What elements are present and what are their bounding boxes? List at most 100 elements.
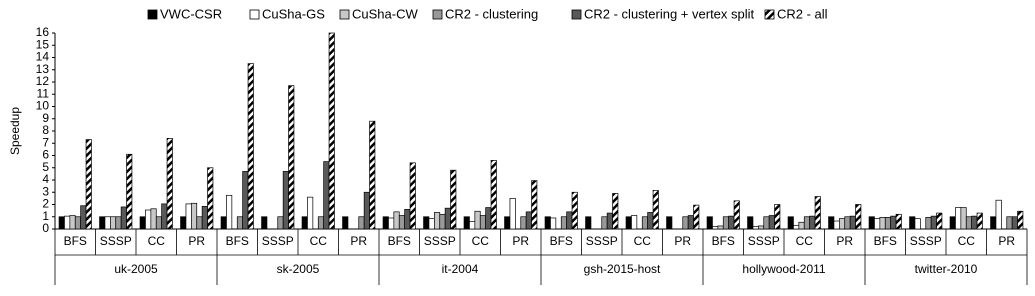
y-tick-label: 16: [36, 25, 50, 39]
y-tick-label: 6: [42, 148, 49, 162]
bar: [874, 218, 881, 230]
bar: [277, 216, 284, 230]
bar: [185, 203, 192, 230]
bar: [166, 138, 173, 230]
bar: [693, 204, 700, 230]
bar: [550, 217, 557, 230]
x-tick-label: PR: [512, 234, 529, 248]
bar: [955, 207, 962, 230]
bar: [69, 215, 76, 230]
y-tick-label: 5: [42, 160, 49, 174]
bar: [733, 200, 740, 230]
group-label: gsh-2015-host: [584, 262, 661, 276]
bar: [474, 210, 481, 230]
bar: [960, 207, 967, 230]
bar: [879, 217, 886, 230]
x-tick-label: BFS: [874, 234, 897, 248]
bar: [560, 216, 568, 230]
legend-label: VWC-CSR: [160, 6, 222, 21]
bar: [965, 216, 973, 230]
bar: [261, 216, 268, 230]
y-tick-label: 8: [42, 123, 49, 137]
bar: [155, 216, 163, 230]
bar: [949, 216, 956, 230]
bar: [115, 216, 122, 230]
bar: [323, 161, 330, 230]
bar: [855, 204, 862, 230]
bar: [647, 212, 654, 230]
bar: [652, 190, 659, 230]
bar: [444, 207, 451, 230]
y-tick-label: 13: [36, 62, 50, 76]
bar: [763, 216, 770, 230]
bar: [328, 32, 335, 230]
bar: [833, 220, 840, 230]
bar: [930, 215, 937, 230]
y-tick-label: 10: [36, 99, 50, 113]
x-tick-label: CC: [958, 234, 976, 248]
bar: [145, 209, 152, 230]
bar: [404, 209, 411, 230]
y-tick-label: 15: [36, 37, 50, 51]
group-label: twitter-2010: [915, 262, 978, 276]
bar: [544, 216, 551, 230]
bar: [631, 215, 638, 230]
bar: [768, 215, 775, 230]
y-tick-label: 0: [42, 221, 49, 235]
bar: [382, 216, 389, 230]
bar: [504, 216, 511, 230]
bar: [104, 216, 111, 230]
bar: [423, 216, 430, 230]
bar: [890, 215, 897, 230]
bar: [58, 216, 65, 230]
x-tick-label: SSSP: [100, 234, 132, 248]
bar: [682, 216, 689, 230]
bar: [531, 180, 538, 230]
x-tick-label: BFS: [64, 234, 87, 248]
bar: [469, 221, 476, 230]
bar: [666, 216, 673, 230]
bar: [641, 216, 649, 230]
x-tick-label: BFS: [388, 234, 411, 248]
bar: [120, 206, 127, 230]
bar: [971, 215, 978, 230]
bar: [909, 216, 916, 230]
bar: [236, 216, 244, 230]
bar: [439, 213, 446, 230]
y-tick-label: 1: [42, 209, 49, 223]
bar: [838, 218, 846, 230]
bar: [936, 212, 943, 230]
bar: [479, 215, 487, 230]
bar: [342, 216, 349, 230]
bar: [976, 212, 983, 230]
x-tick-label: CC: [148, 234, 166, 248]
y-tick-label: 3: [42, 184, 49, 198]
bar: [706, 216, 713, 230]
group-label: uk-2005: [114, 262, 158, 276]
x-tick-label: PR: [188, 234, 205, 248]
bar: [74, 216, 82, 230]
bar: [207, 167, 214, 230]
bar: [191, 202, 198, 230]
bar: [606, 212, 613, 230]
legend-swatch: [147, 9, 158, 20]
bar: [369, 120, 376, 230]
bar: [80, 205, 87, 230]
bar: [995, 199, 1002, 230]
bar: [787, 216, 794, 230]
bar: [1011, 216, 1018, 230]
bar: [463, 216, 470, 230]
bar: [752, 226, 759, 230]
bar: [409, 162, 416, 230]
bar: [849, 215, 856, 230]
x-tick-label: PR: [674, 234, 691, 248]
bar: [126, 153, 133, 230]
bar: [868, 216, 875, 230]
bar: [895, 213, 902, 230]
bar: [363, 191, 370, 230]
y-axis-label: Speedup: [8, 107, 22, 155]
y-tick-label: 2: [42, 197, 49, 211]
bar: [520, 216, 527, 230]
x-tick-label: PR: [998, 234, 1015, 248]
bar: [774, 204, 781, 230]
